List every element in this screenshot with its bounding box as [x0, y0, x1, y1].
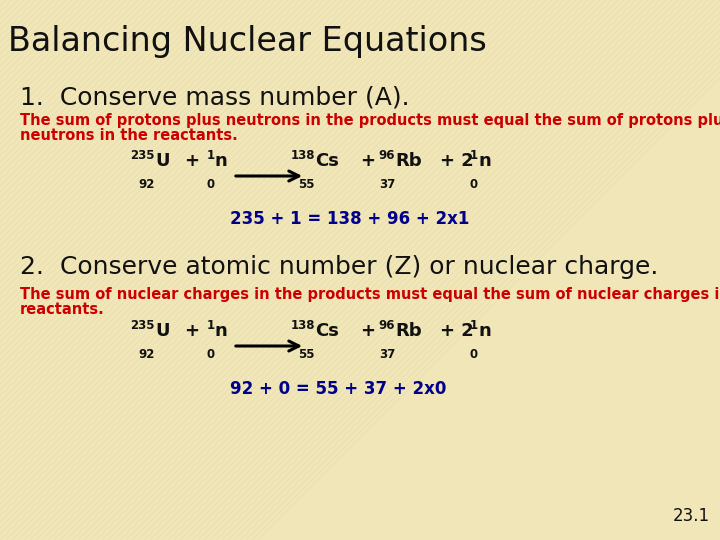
- Text: 0: 0: [207, 178, 215, 191]
- Text: 138: 138: [290, 319, 315, 332]
- Text: 96: 96: [379, 149, 395, 162]
- Text: 92 + 0 = 55 + 37 + 2x0: 92 + 0 = 55 + 37 + 2x0: [230, 380, 446, 398]
- Text: 235 + 1 = 138 + 96 + 2x1: 235 + 1 = 138 + 96 + 2x1: [230, 210, 469, 228]
- Text: The sum of nuclear charges in the products must equal the sum of nuclear charges: The sum of nuclear charges in the produc…: [20, 287, 720, 302]
- Text: n: n: [215, 152, 228, 170]
- Text: Cs: Cs: [315, 152, 339, 170]
- Text: reactants.: reactants.: [20, 302, 104, 317]
- Text: +: +: [361, 152, 376, 170]
- Text: 55: 55: [299, 348, 315, 361]
- Text: U: U: [155, 322, 169, 340]
- Text: 55: 55: [299, 178, 315, 191]
- Text: n: n: [478, 322, 491, 340]
- Text: 37: 37: [379, 178, 395, 191]
- Text: 2.  Conserve atomic number (Z) or nuclear charge.: 2. Conserve atomic number (Z) or nuclear…: [20, 255, 658, 279]
- Text: 235: 235: [130, 149, 155, 162]
- Text: +: +: [184, 152, 199, 170]
- Text: Rb: Rb: [395, 152, 422, 170]
- Text: + 2: + 2: [440, 152, 474, 170]
- Text: 96: 96: [379, 319, 395, 332]
- Text: 138: 138: [290, 149, 315, 162]
- Text: Rb: Rb: [395, 322, 422, 340]
- Text: The sum of protons plus neutrons in the products must equal the sum of protons p: The sum of protons plus neutrons in the …: [20, 113, 720, 128]
- Text: 235: 235: [130, 319, 155, 332]
- Text: 0: 0: [470, 178, 478, 191]
- Text: neutrons in the reactants.: neutrons in the reactants.: [20, 128, 238, 143]
- Text: Balancing Nuclear Equations: Balancing Nuclear Equations: [8, 25, 487, 58]
- Text: 92: 92: [139, 178, 155, 191]
- Text: +: +: [361, 322, 376, 340]
- Text: 92: 92: [139, 348, 155, 361]
- Text: 0: 0: [207, 348, 215, 361]
- Text: 1: 1: [207, 149, 215, 162]
- Text: +: +: [184, 322, 199, 340]
- Text: 1.  Conserve mass number (A).: 1. Conserve mass number (A).: [20, 85, 410, 109]
- Text: 1: 1: [470, 319, 478, 332]
- Text: 0: 0: [470, 348, 478, 361]
- Text: 23.1: 23.1: [673, 507, 710, 525]
- Text: 37: 37: [379, 348, 395, 361]
- Text: 1: 1: [207, 319, 215, 332]
- Text: 1: 1: [470, 149, 478, 162]
- Text: + 2: + 2: [440, 322, 474, 340]
- Text: U: U: [155, 152, 169, 170]
- Text: n: n: [478, 152, 491, 170]
- Text: n: n: [215, 322, 228, 340]
- Text: Cs: Cs: [315, 322, 339, 340]
